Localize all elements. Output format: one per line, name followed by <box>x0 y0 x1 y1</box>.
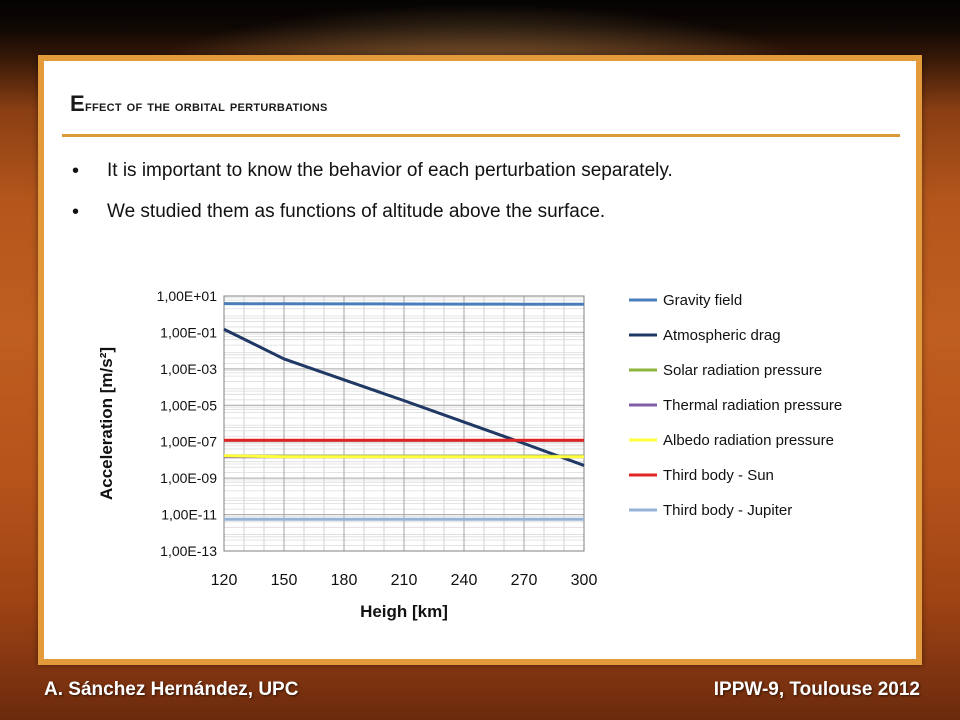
y-tick-label: 1,00E-01 <box>160 324 217 340</box>
x-tick-label: 150 <box>271 572 298 589</box>
legend-label: Third body - Sun <box>663 467 774 484</box>
y-tick-label: 1,00E-07 <box>160 434 217 450</box>
x-tick-label: 210 <box>391 572 418 589</box>
x-tick-label: 300 <box>571 572 598 589</box>
x-tick-label: 270 <box>511 572 538 589</box>
bullet-item: It is important to know the behavior of … <box>72 159 673 200</box>
bullet-list: It is important to know the behavior of … <box>72 159 673 241</box>
y-tick-label: 1,00E-13 <box>160 543 217 559</box>
slide-title: Effect of the orbital perturbations <box>70 91 328 116</box>
y-tick-label: 1,00E-11 <box>161 507 217 523</box>
y-tick-label: 1,00E+01 <box>157 288 218 304</box>
footer-conference: IPPW-9, Toulouse 2012 <box>713 679 920 700</box>
x-tick-label: 180 <box>331 572 358 589</box>
legend-label: Gravity field <box>663 292 742 309</box>
y-axis-title: Acceleration [m/s²] <box>97 347 116 500</box>
series-line <box>223 302 585 306</box>
legend-label: Third body - Jupiter <box>663 502 792 519</box>
legend-label: Atmospheric drag <box>663 327 781 344</box>
footer-author: A. Sánchez Hernández, UPC <box>44 679 299 700</box>
y-tick-label: 1,00E-03 <box>160 361 217 377</box>
legend-label: Thermal radiation pressure <box>663 397 842 414</box>
bullet-item: We studied them as functions of altitude… <box>72 200 673 241</box>
x-tick-label: 240 <box>451 572 478 589</box>
legend-label: Albedo radiation pressure <box>663 432 834 449</box>
series-line <box>223 327 585 467</box>
x-tick-label: 120 <box>211 572 238 589</box>
y-tick-label: 1,00E-09 <box>160 470 217 486</box>
acceleration-chart: 1,00E+01 1,00E-01 1,00E-03 1,00E-05 1,00E-07… <box>97 288 842 621</box>
series-line <box>223 454 584 459</box>
legend-label: Solar radiation pressure <box>663 362 822 379</box>
y-tick-label: 1,00E-05 <box>160 397 217 413</box>
plot-frame <box>223 295 585 552</box>
x-axis-title: Heigh [km] <box>360 602 448 621</box>
slide-panel: Effect of the orbital perturbations It i… <box>38 55 922 665</box>
title-divider <box>62 134 900 137</box>
